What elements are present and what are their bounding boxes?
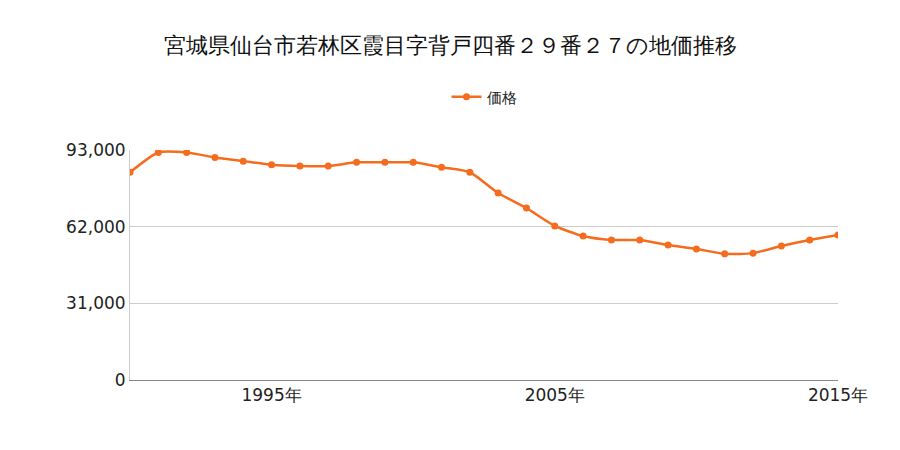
svg-text:2005年: 2005年 [525, 385, 585, 405]
svg-text:62,000: 62,000 [66, 217, 125, 237]
svg-text:0: 0 [115, 370, 126, 390]
svg-text:31,000: 31,000 [66, 293, 125, 313]
svg-text:価格: 価格 [487, 89, 517, 107]
svg-text:93,000: 93,000 [66, 140, 125, 160]
svg-text:2015年: 2015年 [808, 385, 868, 405]
svg-text:宮城県仙台市若林区霞目字背戸四番２９番２７の地価推移: 宮城県仙台市若林区霞目字背戸四番２９番２７の地価推移 [164, 33, 737, 58]
svg-text:1995年: 1995年 [241, 385, 301, 405]
